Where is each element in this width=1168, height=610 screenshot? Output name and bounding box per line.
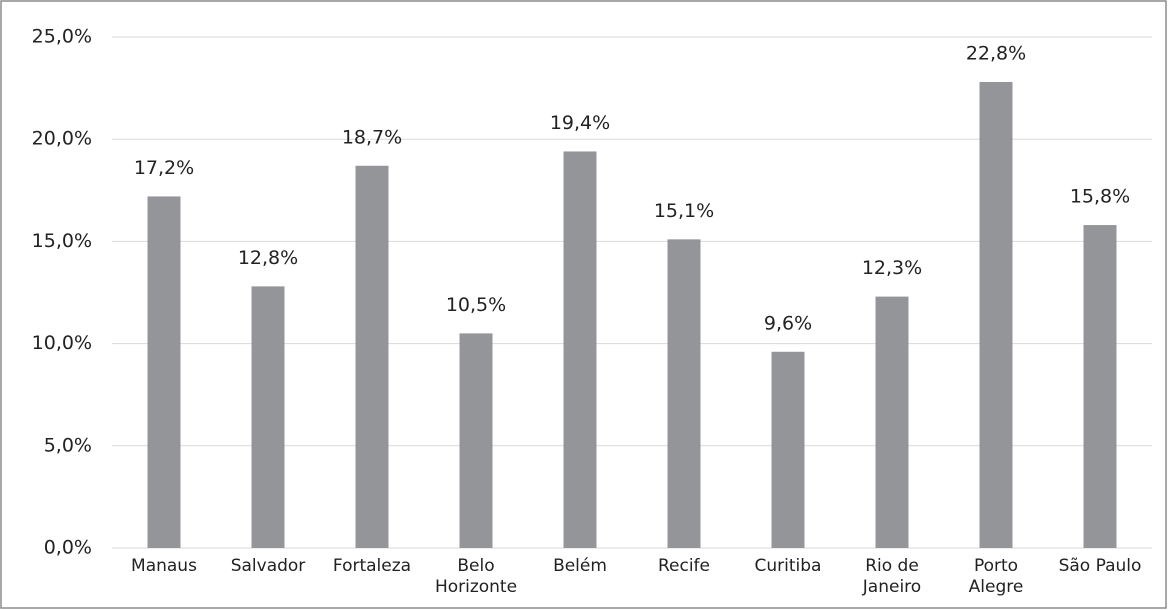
bar <box>1083 225 1117 548</box>
y-tick-label: 20,0% <box>32 128 92 150</box>
value-label: 12,8% <box>238 247 298 269</box>
x-tick-label: Belo Horizonte <box>434 556 518 597</box>
x-tick-label: Rio de Janeiro <box>862 556 922 597</box>
bar <box>251 286 285 548</box>
bar <box>459 333 493 548</box>
value-label: 15,1% <box>654 200 714 222</box>
value-label: 15,8% <box>1070 186 1130 208</box>
y-tick-label: 25,0% <box>32 26 92 48</box>
x-tick-label: Curitiba <box>754 556 822 576</box>
x-tick-label: Manaus <box>131 556 197 576</box>
bar <box>875 296 909 548</box>
x-tick-label: Salvador <box>230 556 306 576</box>
bar <box>979 81 1013 548</box>
bar <box>355 165 389 548</box>
value-label: 19,4% <box>550 112 610 134</box>
bar <box>667 239 701 548</box>
bar <box>563 151 597 549</box>
bar <box>771 351 805 548</box>
x-tick-label: Fortaleza <box>332 556 412 576</box>
value-label: 9,6% <box>764 312 812 334</box>
y-tick-label: 15,0% <box>32 230 92 252</box>
x-tick-label: São Paulo <box>1058 556 1142 576</box>
y-tick-label: 5,0% <box>44 434 92 456</box>
value-label: 10,5% <box>446 294 506 316</box>
x-tick-label: Belém <box>553 556 607 576</box>
x-tick-label: Recife <box>657 556 711 576</box>
bar <box>147 196 181 548</box>
value-label: 22,8% <box>966 42 1026 64</box>
value-label: 17,2% <box>134 157 194 179</box>
y-tick-label: 10,0% <box>32 332 92 354</box>
value-label: 18,7% <box>342 126 402 148</box>
y-tick-label: 0,0% <box>44 537 92 559</box>
value-label: 12,3% <box>862 257 922 279</box>
x-tick-label: Porto Alegre <box>968 556 1024 597</box>
